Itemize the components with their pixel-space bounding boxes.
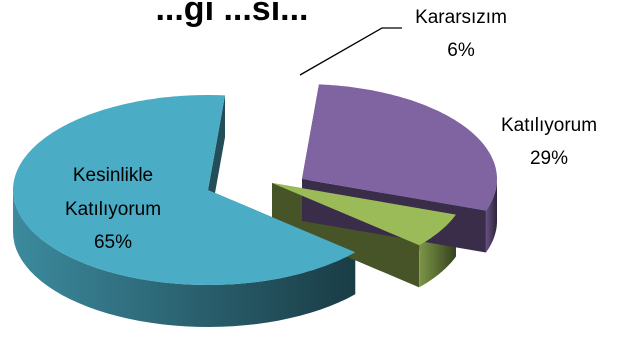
data-label-kararsizim-name: Kararsızım (415, 7, 507, 28)
data-label-kesinlikle-value: 65% (94, 232, 132, 253)
data-label-kesinlikle-line2: Katılıyorum (65, 199, 161, 220)
pie-slice-kat-l-yorum (302, 84, 497, 211)
pie-side-kesinlikle-kat-l-yorum-0 (13, 190, 356, 327)
kararsizim-leader-line (299, 27, 402, 76)
data-label-kararsizim-value: 6% (447, 40, 475, 61)
data-label-kesinlikle-line1: Kesinlikle (73, 165, 153, 186)
data-label-katiliyorum-name: Katılıyorum (501, 115, 597, 136)
pie-slice-karars-z-m (272, 183, 456, 246)
pie-slice-tops (13, 84, 497, 285)
pie-slice-kesinlikle-kat-l-yorum (13, 95, 356, 285)
data-label-katiliyorum-value: 29% (530, 148, 568, 169)
chart-title: ...gı ...sı... (155, 0, 308, 28)
pie-side-kat-l-yorum-0 (485, 179, 497, 253)
